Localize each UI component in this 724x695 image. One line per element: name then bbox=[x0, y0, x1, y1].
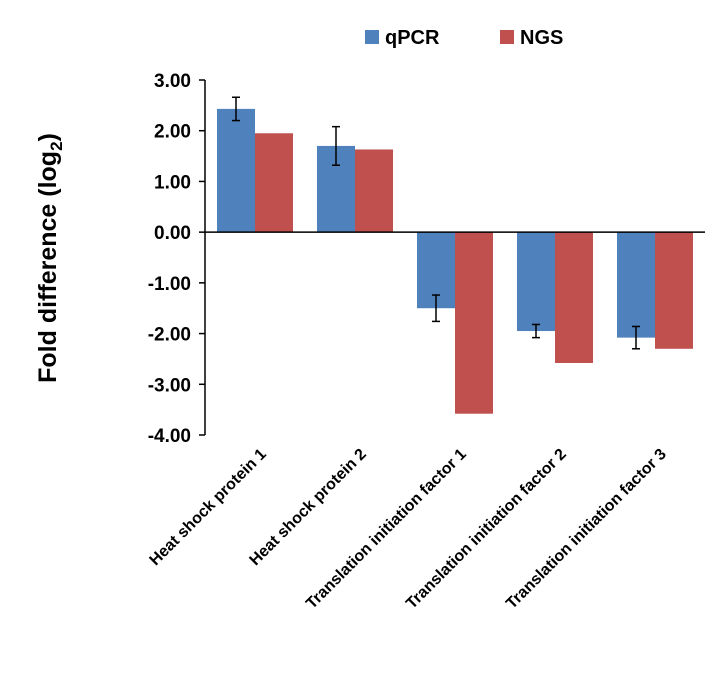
legend-swatch bbox=[365, 30, 379, 44]
bar bbox=[655, 232, 693, 349]
x-tick-label: Translation initiation factor 2 bbox=[403, 446, 570, 613]
x-tick-label: Heat shock protein 2 bbox=[247, 446, 370, 569]
y-tick-label: -3.00 bbox=[148, 375, 191, 396]
bar bbox=[355, 149, 393, 233]
x-tick-label: Translation initiation factor 3 bbox=[503, 446, 670, 613]
bar bbox=[455, 232, 493, 414]
y-tick-label: 2.00 bbox=[154, 122, 191, 143]
y-axis-title-suffix: ) bbox=[34, 133, 62, 141]
legend-swatch bbox=[500, 30, 514, 44]
bar bbox=[517, 232, 555, 332]
bar bbox=[217, 108, 255, 233]
y-axis-title: Fold difference (log2) bbox=[34, 133, 66, 383]
error-bar bbox=[532, 323, 540, 339]
error-bar bbox=[632, 325, 640, 350]
x-tick-label: Heat shock protein 1 bbox=[147, 446, 270, 569]
bar bbox=[617, 232, 655, 338]
x-tick-label: Translation initiation factor 1 bbox=[303, 446, 470, 613]
y-axis-title-text: Fold difference (log bbox=[34, 151, 62, 383]
error-bar bbox=[332, 125, 340, 166]
y-tick-label: 0.00 bbox=[154, 223, 191, 244]
y-tick-label: 3.00 bbox=[154, 71, 191, 92]
bar bbox=[555, 232, 593, 363]
error-bar bbox=[432, 294, 440, 323]
y-tick-label: -1.00 bbox=[148, 274, 191, 295]
error-bar bbox=[232, 96, 240, 122]
y-tick-label: -4.00 bbox=[148, 426, 191, 447]
y-tick-label: -2.00 bbox=[148, 325, 191, 346]
legend-label: NGS bbox=[520, 27, 563, 49]
bar bbox=[255, 133, 293, 233]
y-axis-title-subscript: 2 bbox=[47, 141, 66, 150]
y-tick-label: 1.00 bbox=[154, 172, 191, 193]
legend-label: qPCR bbox=[385, 27, 440, 49]
